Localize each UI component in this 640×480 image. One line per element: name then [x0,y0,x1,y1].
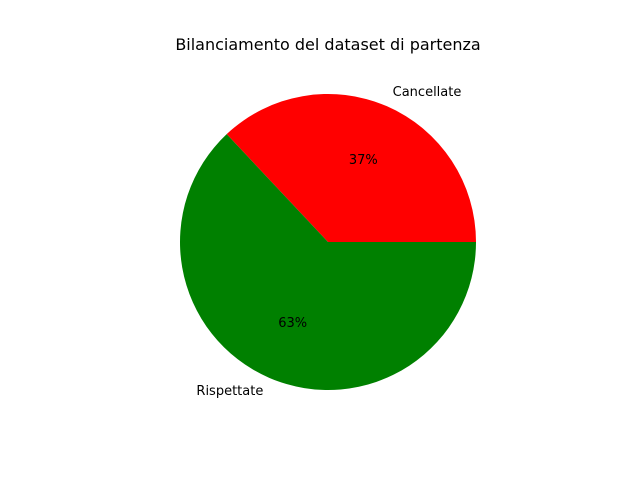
pie-slice-rispettate [179,134,476,390]
pie-labels: Cancellate 37% Rispettate 63% [196,85,461,399]
slice-percent-cancellate: 37% [349,153,378,168]
slice-label-cancellate: Cancellate [393,85,462,100]
slice-label-rispettate: Rispettate [196,384,263,399]
slice-percent-rispettate: 63% [278,316,307,331]
chart-title: Bilanciamento del dataset di partenza [175,35,480,54]
pie-slice-cancellate [226,94,477,242]
pie-slices [179,94,477,390]
